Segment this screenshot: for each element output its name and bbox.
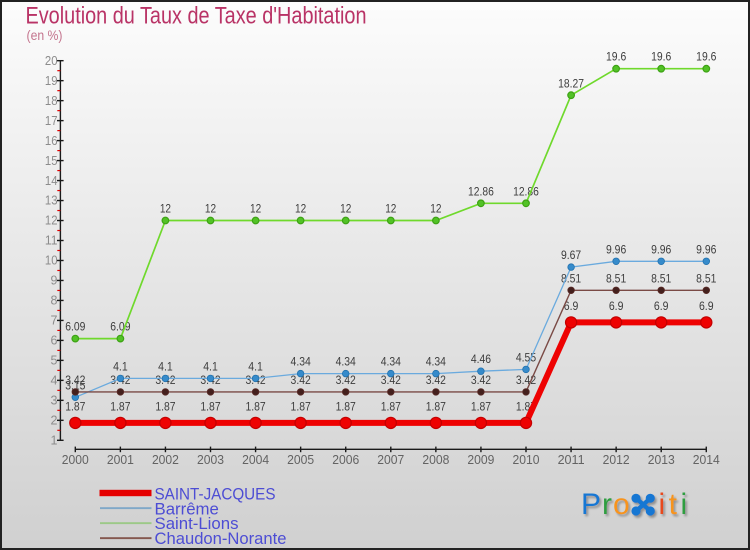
svg-text:6.9: 6.9 xyxy=(654,299,669,313)
svg-text:4.34: 4.34 xyxy=(426,355,446,369)
svg-text:Pro: Pro xyxy=(581,488,631,521)
svg-text:10: 10 xyxy=(45,254,58,268)
svg-text:13: 13 xyxy=(45,194,58,208)
svg-text:8.51: 8.51 xyxy=(696,271,716,285)
svg-text:19: 19 xyxy=(45,74,58,88)
svg-text:2: 2 xyxy=(51,414,58,428)
svg-text:12: 12 xyxy=(385,202,396,216)
svg-text:4.34: 4.34 xyxy=(336,355,356,369)
svg-text:4.46: 4.46 xyxy=(471,352,491,366)
svg-text:(en %): (en %) xyxy=(27,28,63,43)
svg-text:2005: 2005 xyxy=(287,452,314,467)
svg-text:2012: 2012 xyxy=(603,452,630,467)
svg-text:4: 4 xyxy=(51,374,58,388)
svg-text:2013: 2013 xyxy=(648,452,675,467)
svg-text:3: 3 xyxy=(51,394,58,408)
svg-text:2010: 2010 xyxy=(513,452,540,467)
svg-text:14: 14 xyxy=(45,174,58,188)
svg-text:2004: 2004 xyxy=(242,452,269,467)
svg-text:2003: 2003 xyxy=(197,452,224,467)
svg-text:1.87: 1.87 xyxy=(471,400,491,414)
svg-text:3.42: 3.42 xyxy=(336,373,356,387)
svg-text:3.42: 3.42 xyxy=(65,373,85,387)
svg-text:4.34: 4.34 xyxy=(381,355,401,369)
svg-text:8: 8 xyxy=(51,294,58,308)
svg-text:6.9: 6.9 xyxy=(564,299,579,313)
svg-text:3.42: 3.42 xyxy=(516,373,536,387)
svg-text:6.09: 6.09 xyxy=(65,320,85,334)
svg-text:6.9: 6.9 xyxy=(699,299,714,313)
svg-text:12.86: 12.86 xyxy=(513,184,539,198)
svg-text:9: 9 xyxy=(51,274,58,288)
svg-text:5: 5 xyxy=(51,354,58,368)
svg-text:3.15: 3.15 xyxy=(65,378,85,392)
svg-text:2000: 2000 xyxy=(62,452,89,467)
svg-text:12: 12 xyxy=(160,202,171,216)
svg-text:1: 1 xyxy=(51,434,58,448)
svg-text:2007: 2007 xyxy=(377,452,404,467)
svg-text:9.96: 9.96 xyxy=(606,242,626,256)
svg-text:19.6: 19.6 xyxy=(606,50,626,64)
svg-text:16: 16 xyxy=(45,134,58,148)
svg-text:9.96: 9.96 xyxy=(696,242,716,256)
svg-text:12: 12 xyxy=(430,202,441,216)
svg-text:12: 12 xyxy=(340,202,351,216)
svg-text:2009: 2009 xyxy=(467,452,494,467)
svg-text:Chaudon-Norante: Chaudon-Norante xyxy=(155,529,287,548)
svg-text:1.87: 1.87 xyxy=(291,400,311,414)
svg-text:8.51: 8.51 xyxy=(561,271,581,285)
svg-text:iti: iti xyxy=(659,488,691,521)
svg-text:Saint-Lions: Saint-Lions xyxy=(155,514,239,533)
svg-text:11: 11 xyxy=(45,234,58,248)
svg-text:2008: 2008 xyxy=(422,452,449,467)
svg-text:2002: 2002 xyxy=(152,452,179,467)
svg-text:1.87: 1.87 xyxy=(426,400,446,414)
svg-text:4.34: 4.34 xyxy=(291,355,311,369)
svg-text:12: 12 xyxy=(295,202,306,216)
svg-text:17: 17 xyxy=(45,114,58,128)
svg-text:20: 20 xyxy=(45,54,58,68)
svg-text:3.42: 3.42 xyxy=(426,373,446,387)
svg-text:6.9: 6.9 xyxy=(609,299,624,313)
svg-text:7: 7 xyxy=(51,314,58,328)
svg-text:19.6: 19.6 xyxy=(651,50,671,64)
svg-text:8.51: 8.51 xyxy=(606,271,626,285)
svg-text:4.55: 4.55 xyxy=(516,350,536,364)
svg-text:2006: 2006 xyxy=(332,452,359,467)
svg-text:12.86: 12.86 xyxy=(468,184,494,198)
svg-text:3.42: 3.42 xyxy=(381,373,401,387)
svg-text:18: 18 xyxy=(45,94,58,108)
svg-text:1.87: 1.87 xyxy=(65,400,85,414)
svg-text:12: 12 xyxy=(205,202,216,216)
svg-text:2011: 2011 xyxy=(558,452,585,467)
svg-text:1.87: 1.87 xyxy=(381,400,401,414)
svg-text:3.42: 3.42 xyxy=(471,373,491,387)
svg-text:1.87: 1.87 xyxy=(245,400,265,414)
svg-text:Barrême: Barrême xyxy=(155,500,219,519)
svg-text:9.67: 9.67 xyxy=(561,248,581,262)
svg-text:1.87: 1.87 xyxy=(110,400,130,414)
svg-text:18.27: 18.27 xyxy=(558,76,584,90)
svg-text:15: 15 xyxy=(45,154,58,168)
svg-text:2001: 2001 xyxy=(107,452,134,467)
svg-text:6: 6 xyxy=(51,334,58,348)
svg-text:4.1: 4.1 xyxy=(203,359,218,373)
svg-text:Evolution du Taux de Taxe d'Ha: Evolution du Taux de Taxe d'Habitation xyxy=(26,3,367,30)
svg-text:1.87: 1.87 xyxy=(155,400,175,414)
svg-text:2014: 2014 xyxy=(693,452,720,467)
svg-text:12: 12 xyxy=(45,214,58,228)
svg-text:12: 12 xyxy=(250,202,261,216)
svg-text:1.87: 1.87 xyxy=(336,400,356,414)
svg-text:9.96: 9.96 xyxy=(651,242,671,256)
svg-text:3.42: 3.42 xyxy=(291,373,311,387)
svg-text:1.87: 1.87 xyxy=(200,400,220,414)
svg-text:SAINT-JACQUES: SAINT-JACQUES xyxy=(155,485,276,504)
svg-text:19.6: 19.6 xyxy=(696,50,716,64)
svg-text:4.1: 4.1 xyxy=(158,359,173,373)
svg-text:4.1: 4.1 xyxy=(113,359,128,373)
svg-text:8.51: 8.51 xyxy=(651,271,671,285)
svg-text:4.1: 4.1 xyxy=(248,359,263,373)
